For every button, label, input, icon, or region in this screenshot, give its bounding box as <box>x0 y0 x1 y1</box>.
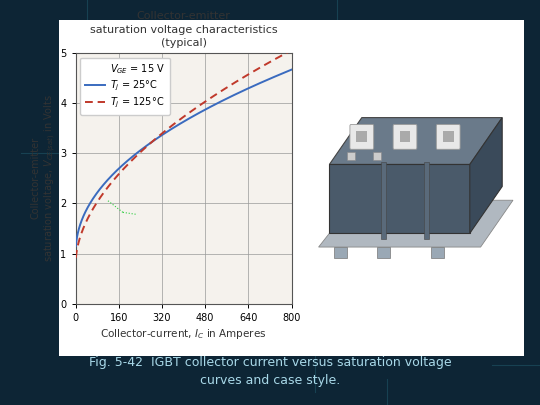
Title: Collector-emitter
saturation voltage characteristics
(typical): Collector-emitter saturation voltage cha… <box>90 11 278 48</box>
Bar <box>356 131 367 143</box>
X-axis label: Collector-current, $I_C$ in Amperes: Collector-current, $I_C$ in Amperes <box>100 327 267 341</box>
Bar <box>443 131 454 143</box>
Y-axis label: Collector-emitter
saturation voltage, $V_{CE(sat)}$ in Volts: Collector-emitter saturation voltage, $V… <box>30 94 58 262</box>
Bar <box>381 162 386 239</box>
Polygon shape <box>334 247 347 258</box>
Polygon shape <box>329 117 502 164</box>
Polygon shape <box>431 247 444 258</box>
Text: Fig. 5-42  IGBT collector current versus saturation voltage
curves and case styl: Fig. 5-42 IGBT collector current versus … <box>89 356 451 387</box>
Polygon shape <box>470 117 502 233</box>
Bar <box>373 152 381 160</box>
FancyBboxPatch shape <box>393 124 417 149</box>
Polygon shape <box>329 164 470 233</box>
Bar <box>424 162 429 239</box>
Legend: $V_{GE}$ = 15 V, $T_j$ = 25°C, $T_j$ = 125°C: $V_{GE}$ = 15 V, $T_j$ = 25°C, $T_j$ = 1… <box>80 58 170 115</box>
Polygon shape <box>377 247 390 258</box>
FancyBboxPatch shape <box>436 124 460 149</box>
FancyBboxPatch shape <box>350 124 374 149</box>
Bar <box>400 131 410 143</box>
Bar <box>59 20 524 356</box>
Bar <box>347 152 355 160</box>
Polygon shape <box>319 200 513 247</box>
